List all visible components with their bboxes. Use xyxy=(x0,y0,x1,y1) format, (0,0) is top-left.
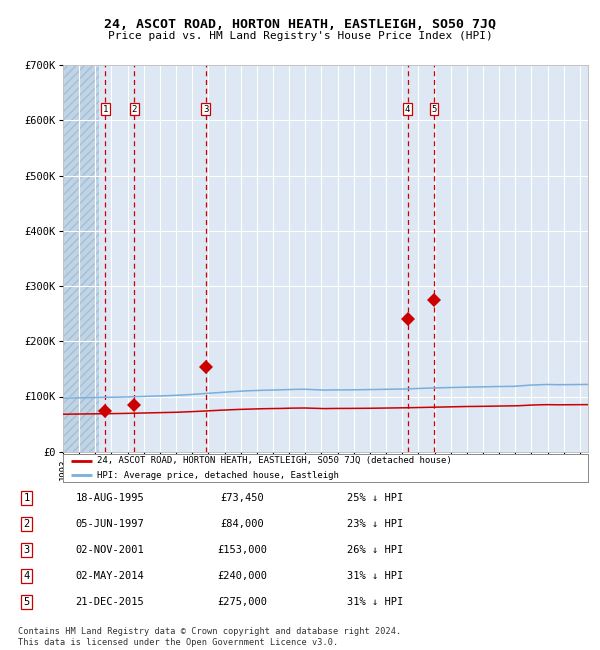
Text: 21-DEC-2015: 21-DEC-2015 xyxy=(76,597,144,607)
Text: 2: 2 xyxy=(23,519,29,529)
Text: 31% ↓ HPI: 31% ↓ HPI xyxy=(347,597,403,607)
Text: 4: 4 xyxy=(405,105,410,114)
Text: £73,450: £73,450 xyxy=(221,493,264,503)
Text: 25% ↓ HPI: 25% ↓ HPI xyxy=(347,493,403,503)
Text: 02-MAY-2014: 02-MAY-2014 xyxy=(76,571,144,581)
Text: 18-AUG-1995: 18-AUG-1995 xyxy=(76,493,144,503)
Bar xyxy=(63,65,100,452)
Text: Contains HM Land Registry data © Crown copyright and database right 2024.
This d: Contains HM Land Registry data © Crown c… xyxy=(18,627,401,647)
Text: 5: 5 xyxy=(23,597,29,607)
Text: £153,000: £153,000 xyxy=(217,545,268,555)
Text: Price paid vs. HM Land Registry's House Price Index (HPI): Price paid vs. HM Land Registry's House … xyxy=(107,31,493,41)
Text: 31% ↓ HPI: 31% ↓ HPI xyxy=(347,571,403,581)
Text: 5: 5 xyxy=(431,105,437,114)
Text: £275,000: £275,000 xyxy=(217,597,268,607)
Text: 24, ASCOT ROAD, HORTON HEATH, EASTLEIGH, SO50 7JQ: 24, ASCOT ROAD, HORTON HEATH, EASTLEIGH,… xyxy=(104,18,496,31)
Text: 26% ↓ HPI: 26% ↓ HPI xyxy=(347,545,403,555)
Text: 05-JUN-1997: 05-JUN-1997 xyxy=(76,519,144,529)
Text: 1: 1 xyxy=(103,105,108,114)
Text: £84,000: £84,000 xyxy=(221,519,264,529)
Text: 4: 4 xyxy=(23,571,29,581)
Text: 3: 3 xyxy=(203,105,208,114)
Text: 24, ASCOT ROAD, HORTON HEATH, EASTLEIGH, SO50 7JQ (detached house): 24, ASCOT ROAD, HORTON HEATH, EASTLEIGH,… xyxy=(97,456,452,465)
Text: 1: 1 xyxy=(23,493,29,503)
Text: 02-NOV-2001: 02-NOV-2001 xyxy=(76,545,144,555)
Text: 3: 3 xyxy=(23,545,29,555)
Text: HPI: Average price, detached house, Eastleigh: HPI: Average price, detached house, East… xyxy=(97,471,339,480)
Text: 23% ↓ HPI: 23% ↓ HPI xyxy=(347,519,403,529)
Text: 2: 2 xyxy=(132,105,137,114)
Text: £240,000: £240,000 xyxy=(217,571,268,581)
